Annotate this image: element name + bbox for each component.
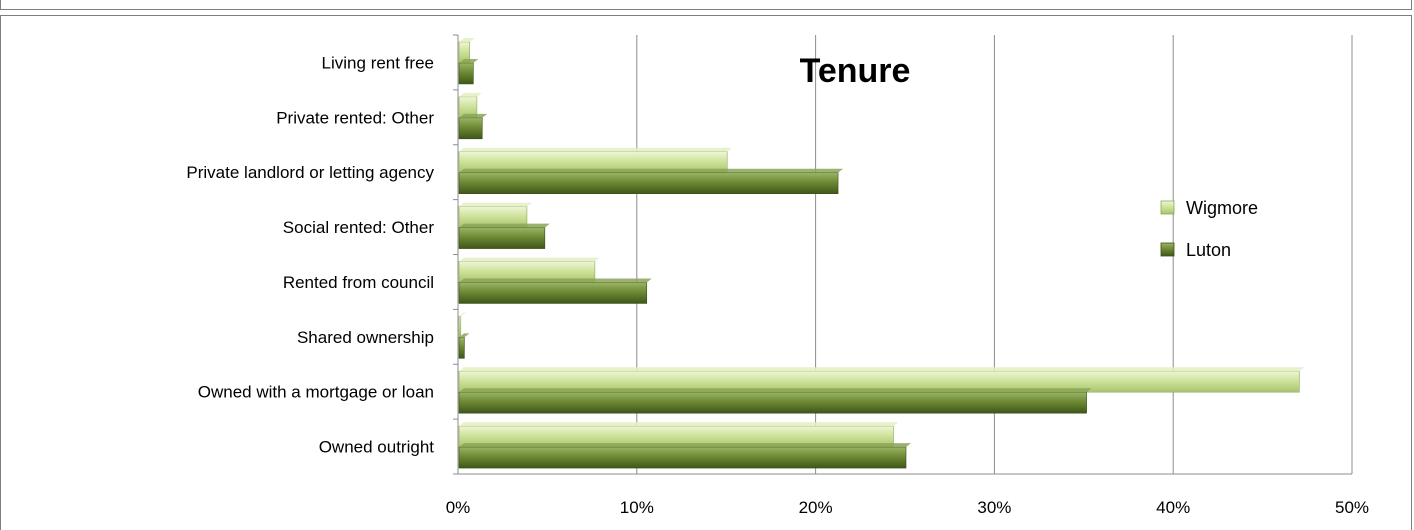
bar-luton xyxy=(458,227,546,249)
category-label: Rented from council xyxy=(283,273,434,292)
bar-luton xyxy=(458,446,907,469)
bar-top-face xyxy=(459,202,532,207)
x-tick-label: 30% xyxy=(977,498,1011,517)
bar-top-face xyxy=(459,312,466,317)
labels: 0% 10% 20% 30% 40% 50% Living rent free Private… xyxy=(186,53,1369,517)
bar-top-face xyxy=(459,113,488,118)
legend-swatch-wigmore xyxy=(1160,200,1175,215)
category-label: Shared ownership xyxy=(297,328,434,347)
category-label: Private landlord or letting agency xyxy=(186,163,434,182)
legend-label-wigmore: Wigmore xyxy=(1186,198,1258,218)
bar-top-face xyxy=(459,367,1305,372)
category-label: Private rented: Other xyxy=(276,108,434,127)
legend-label-luton: Luton xyxy=(1186,240,1231,260)
bar-top-face xyxy=(459,58,479,63)
bar-top-face xyxy=(459,333,470,338)
bar-luton xyxy=(458,172,839,194)
legend: Wigmore Luton xyxy=(1160,198,1258,260)
bar-top-face xyxy=(459,278,652,283)
bar-top-face xyxy=(459,92,482,97)
bar-luton xyxy=(458,282,648,304)
bar-top-face xyxy=(459,257,600,262)
x-tick-label: 40% xyxy=(1156,498,1190,517)
category-label: Owned outright xyxy=(319,438,435,457)
category-label: Owned with a mortgage or loan xyxy=(198,383,434,402)
top-strip xyxy=(0,0,1412,10)
bar-top-face xyxy=(459,37,475,42)
bar-top-face xyxy=(459,443,911,448)
bar-luton xyxy=(458,117,483,140)
category-label: Social rented: Other xyxy=(283,218,435,237)
bar-wigmore xyxy=(458,316,462,338)
bar-top-face xyxy=(459,388,1092,393)
chart-frame xyxy=(0,15,1412,530)
category-label: Living rent free xyxy=(322,53,434,72)
x-tick-label: 0% xyxy=(446,498,471,517)
bar-top-face xyxy=(459,168,844,173)
bars xyxy=(458,37,1305,469)
bar-top-face xyxy=(459,422,899,427)
chart-title: Tenure xyxy=(800,52,911,90)
x-tick-label: 50% xyxy=(1335,498,1369,517)
bar-luton xyxy=(458,391,1087,414)
axes xyxy=(453,34,1352,475)
legend-swatch-luton xyxy=(1160,242,1175,257)
bar-top-face xyxy=(459,147,733,152)
bar-top-face xyxy=(459,223,550,228)
bar-luton xyxy=(458,62,474,85)
x-tick-label: 10% xyxy=(620,498,654,517)
bar-luton xyxy=(458,337,465,359)
x-tick-label: 20% xyxy=(799,498,833,517)
